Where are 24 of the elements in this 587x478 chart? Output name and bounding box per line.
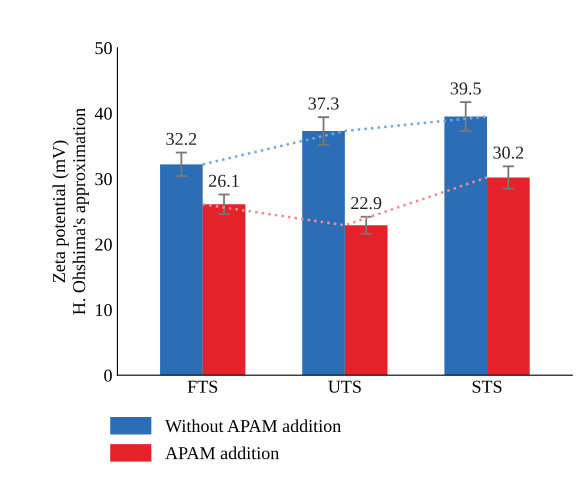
y-tick-label: 10	[96, 304, 112, 316]
data-label: 37.3	[308, 97, 339, 110]
legend-label: APAM addition	[165, 446, 280, 460]
data-label: 39.5	[450, 82, 481, 95]
bar	[302, 130, 345, 376]
y-tick-label: 30	[95, 173, 112, 186]
bar	[202, 204, 246, 376]
y-tick-label: 40	[94, 108, 112, 120]
data-label: 22.9	[351, 197, 382, 210]
legend-label: Without APAM addition	[165, 419, 341, 432]
data-label: 30.2	[493, 146, 524, 159]
x-tick-label: STS	[472, 380, 502, 393]
y-tick-label: 20	[95, 238, 112, 251]
bar	[487, 177, 530, 376]
data-label: 26.1	[209, 174, 239, 187]
x-tick-label: UTS	[328, 380, 361, 393]
y-axis-title: Zeta potential (mV) H. Ohshima's approximation	[52, 108, 89, 315]
y-tick-label: 50	[96, 42, 112, 54]
data-label: 32.2	[166, 132, 196, 146]
bar	[344, 225, 388, 376]
x-tick-label: FTS	[188, 380, 218, 393]
bar	[160, 164, 203, 376]
bar	[444, 116, 488, 376]
y-tick-label: 0	[104, 369, 112, 382]
